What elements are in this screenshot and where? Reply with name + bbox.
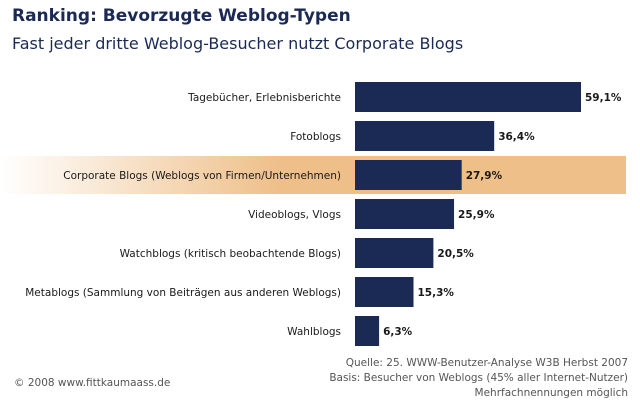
value-label: 15,3% bbox=[418, 287, 455, 299]
bar bbox=[355, 121, 495, 151]
highlight-band bbox=[0, 156, 626, 194]
category-label: Corporate Blogs (Weblogs von Firmen/Unte… bbox=[63, 170, 341, 182]
chart-title: Ranking: Bevorzugte Weblog-Typen bbox=[12, 6, 351, 26]
category-label: Fotoblogs bbox=[290, 131, 341, 143]
value-label: 6,3% bbox=[383, 326, 413, 338]
value-label: 59,1% bbox=[585, 92, 622, 104]
bar bbox=[355, 160, 462, 190]
category-label: Tagebücher, Erlebnisberichte bbox=[187, 92, 341, 104]
bar bbox=[355, 199, 455, 229]
chart-subtitle: Fast jeder dritte Weblog-Besucher nutzt … bbox=[12, 34, 464, 53]
multiple-answers-note: Mehrfachnennungen möglich bbox=[474, 387, 628, 399]
bar bbox=[355, 277, 414, 307]
copyright-text: © 2008 www.fittkaumaass.de bbox=[14, 377, 171, 389]
base-line: Basis: Besucher von Weblogs (45% aller I… bbox=[329, 372, 628, 384]
bar bbox=[355, 316, 380, 346]
value-label: 36,4% bbox=[498, 131, 535, 143]
category-label: Wahlblogs bbox=[287, 326, 341, 338]
value-label: 25,9% bbox=[458, 209, 495, 221]
value-label: 27,9% bbox=[466, 170, 503, 182]
bar bbox=[355, 238, 434, 268]
category-label: Videoblogs, Vlogs bbox=[248, 209, 341, 221]
bar bbox=[355, 82, 581, 112]
source-note: Quelle: 25. WWW-Benutzer-Analyse W3B Her… bbox=[329, 356, 628, 401]
category-label: Metablogs (Sammlung von Beiträgen aus an… bbox=[25, 287, 341, 299]
category-label: Watchblogs (kritisch beobachtende Blogs) bbox=[120, 248, 341, 260]
source-line: Quelle: 25. WWW-Benutzer-Analyse W3B Her… bbox=[345, 357, 628, 369]
value-label: 20,5% bbox=[437, 248, 474, 260]
